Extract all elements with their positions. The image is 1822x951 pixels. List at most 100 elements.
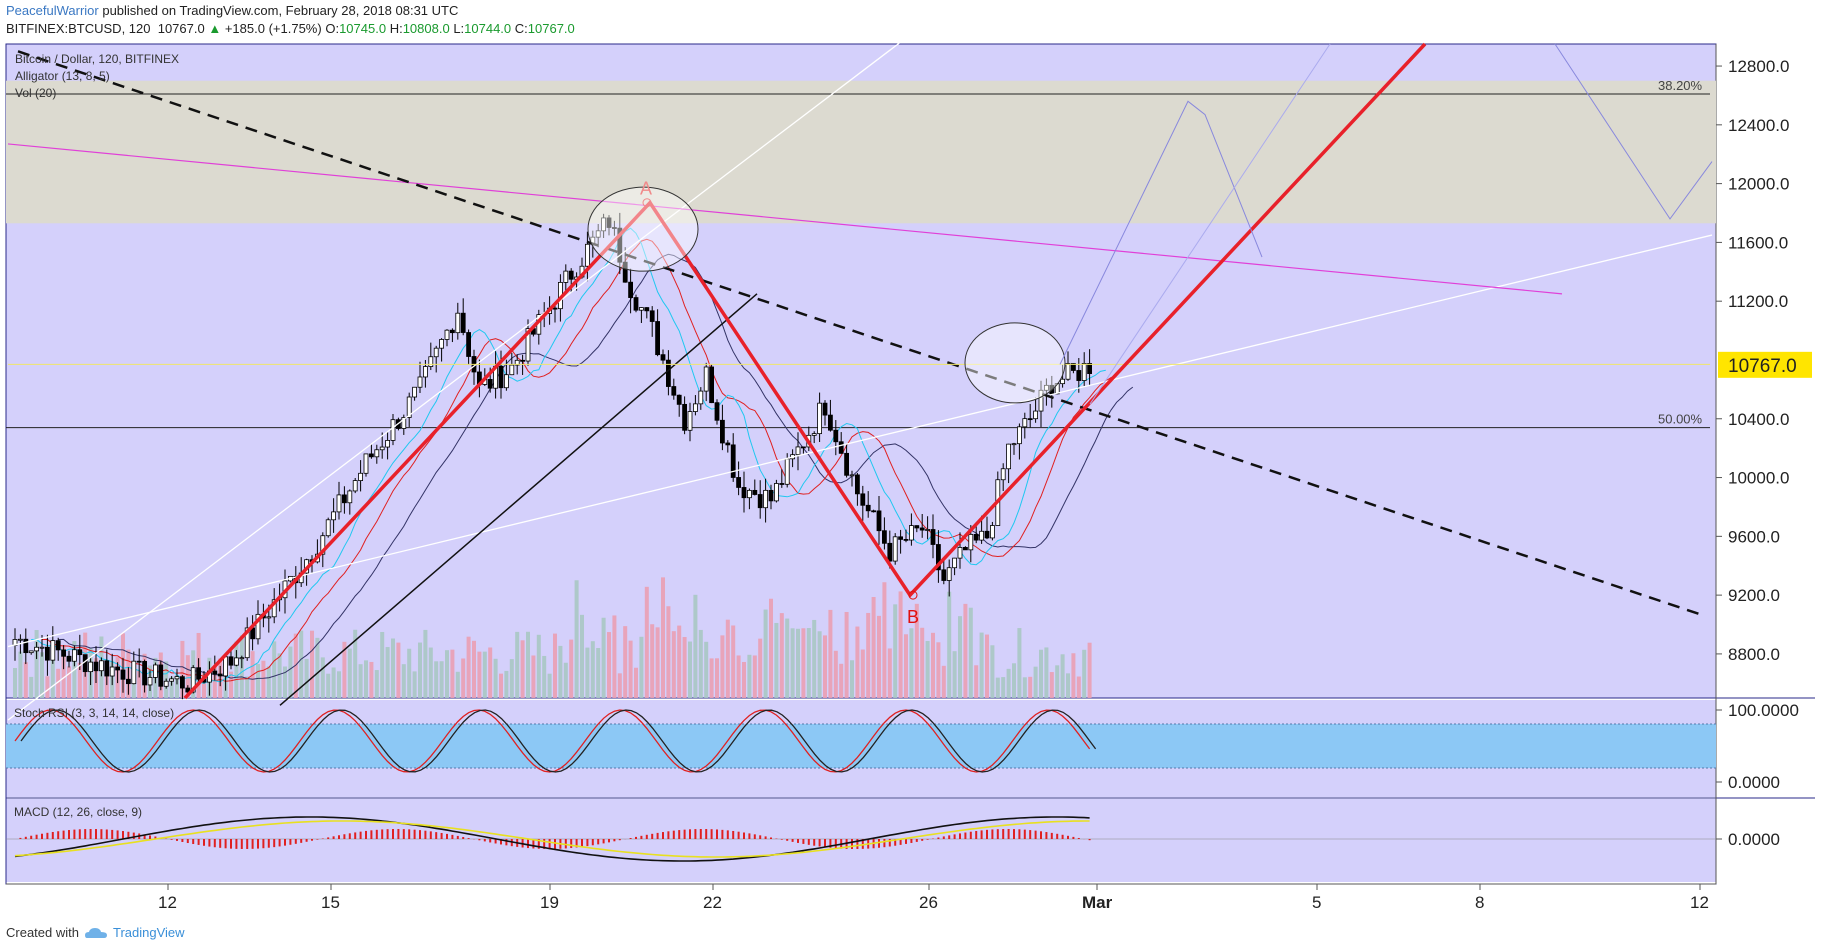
candle-body	[244, 627, 250, 659]
macd-histogram-bar	[635, 836, 637, 839]
support-line	[279, 293, 758, 706]
volume-bar	[590, 641, 595, 698]
volume-bar	[493, 658, 498, 698]
macd-tick-label: 0.0000	[1728, 830, 1780, 849]
candle-body	[817, 402, 822, 435]
candle-body	[828, 414, 833, 431]
candle-body	[1022, 418, 1028, 428]
volume-bar	[758, 638, 763, 698]
up-arrow-icon: ▲	[208, 21, 222, 36]
volume-bar	[1066, 673, 1070, 698]
volume-bar	[293, 633, 298, 698]
candle-body	[968, 533, 974, 551]
macd-histogram-bar	[105, 829, 108, 839]
macd-histogram-bar	[197, 839, 200, 845]
macd-histogram-bar	[613, 839, 616, 842]
volume-bar	[742, 661, 746, 698]
x-tick-label: 26	[919, 893, 938, 912]
volume-bar	[941, 665, 946, 698]
volume-bar	[682, 637, 687, 698]
macd-histogram-bar	[338, 835, 340, 839]
candle-body	[1087, 363, 1092, 374]
macd-histogram-bar	[192, 839, 195, 845]
volume-bar	[412, 671, 417, 698]
macd-histogram-bar	[186, 839, 189, 844]
candle-body	[45, 646, 50, 661]
candle-body	[185, 687, 191, 693]
candle-body	[190, 667, 196, 693]
candle-body	[563, 270, 569, 283]
volume-bar	[169, 676, 174, 698]
open-value: 10745.0	[339, 21, 387, 36]
volume-bar	[634, 667, 638, 698]
volume-bar	[979, 632, 984, 698]
macd-histogram-bar	[500, 839, 502, 845]
candle-body	[23, 638, 29, 654]
candle-body	[606, 217, 612, 228]
macd-histogram-bar	[424, 830, 427, 839]
candle-body	[703, 366, 709, 392]
candle-body	[811, 433, 817, 436]
tradingview-link[interactable]: TradingView	[112, 925, 185, 940]
candle-body	[1044, 384, 1049, 391]
volume-bar	[67, 666, 71, 698]
macd-histogram-bar	[154, 836, 157, 839]
macd-histogram-bar	[408, 829, 411, 839]
candle-body	[385, 440, 391, 448]
x-tick-label: Mar	[1082, 893, 1113, 912]
candle-body	[979, 530, 984, 541]
candle-body	[946, 567, 952, 581]
macd-histogram-bar	[489, 839, 492, 843]
volume-bar	[715, 658, 719, 698]
volume-bar	[40, 652, 44, 698]
macd-histogram-bar	[1013, 829, 1015, 839]
volume-bar	[574, 580, 579, 698]
volume-bar	[1028, 676, 1033, 698]
candle-body	[936, 544, 941, 571]
candle-body	[849, 474, 855, 477]
volume-bar	[466, 636, 471, 698]
stoch-tick-label: 100.0000	[1728, 701, 1799, 720]
candle-body	[514, 359, 520, 366]
macd-histogram-bar	[888, 839, 891, 847]
volume-bar	[504, 670, 509, 698]
macd-histogram-bar	[381, 829, 384, 839]
macd-histogram-bar	[937, 837, 940, 839]
author-name[interactable]: PeacefulWarrior	[6, 3, 99, 18]
macd-histogram-bar	[645, 834, 648, 839]
macd-histogram-bar	[230, 839, 232, 849]
candle-body	[957, 547, 963, 559]
volume-bar	[536, 634, 541, 698]
volume-bar	[1071, 653, 1076, 698]
volume-bar	[866, 612, 871, 698]
volume-bar	[445, 650, 449, 698]
candle-body	[633, 297, 639, 311]
macd-histogram-bar	[640, 835, 643, 839]
volume-bar	[175, 674, 179, 698]
candle-body	[455, 312, 461, 334]
candle-body	[1071, 363, 1076, 371]
macd-histogram-bar	[829, 839, 832, 848]
candle-body	[152, 664, 158, 678]
candle-body	[919, 527, 925, 531]
volume-bar	[850, 660, 854, 698]
y-tick-label: 12000.0	[1728, 175, 1789, 194]
highlight-ellipse	[587, 186, 699, 272]
candle-body	[352, 480, 358, 492]
macd-histogram-bar	[683, 829, 686, 839]
tradingview-brand[interactable]: TradingView	[84, 925, 185, 940]
x-tick-label: 19	[540, 893, 559, 912]
candle-body	[730, 444, 736, 478]
last-price: 10767.0	[157, 21, 205, 36]
candle-body	[871, 510, 876, 513]
volume-bar	[56, 668, 61, 698]
macd-histogram-bar	[672, 830, 675, 839]
volume-bar	[23, 662, 28, 698]
candle-body	[855, 474, 860, 495]
volume-bar	[661, 577, 665, 698]
volume-bar	[477, 651, 482, 698]
volume-bar	[1055, 665, 1060, 698]
macd-histogram-bar	[95, 829, 97, 839]
volume-bar	[1087, 642, 1092, 698]
